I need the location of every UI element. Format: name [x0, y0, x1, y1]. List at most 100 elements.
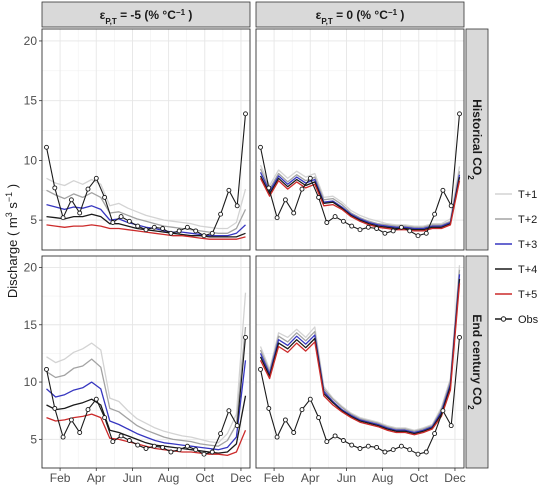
obs-point	[85, 186, 91, 192]
obs-point	[143, 446, 149, 451]
obs-point	[274, 434, 280, 440]
x-tick-label: Dec	[230, 471, 251, 485]
panel-background	[42, 29, 250, 250]
obs-point	[374, 444, 380, 450]
column-strip-label-1: εP,T = -5 (% °C−1 )	[100, 8, 193, 26]
y-tick-label: 20	[24, 260, 38, 274]
obs-point	[448, 203, 454, 209]
column-strip-2	[255, 1, 465, 28]
obs-point	[432, 431, 438, 437]
obs-point	[60, 215, 66, 221]
panel-border	[255, 255, 465, 469]
obs-point	[316, 415, 322, 421]
obs-point	[266, 185, 272, 191]
legend-item-tplus2: T+2	[495, 214, 537, 226]
obs-point	[218, 211, 224, 217]
legend: T+1 T+2 T+3 T+4 T+5 Obs	[495, 189, 539, 326]
legend-item-tplus1: T+1	[495, 189, 537, 201]
obs-point	[457, 334, 462, 340]
row-strip-label-1: Historical CO2	[467, 99, 485, 180]
series-line-tplus2	[259, 168, 461, 228]
obs-point	[44, 144, 49, 150]
legend-item-tplus3: T+3	[495, 239, 537, 251]
legend-label: T+1	[518, 189, 537, 201]
obs-point	[126, 438, 132, 443]
y-tick-label: 5	[30, 213, 37, 227]
panel-2	[255, 28, 465, 251]
obs-point	[374, 226, 380, 231]
row-strip-2	[465, 255, 489, 469]
x-tick-label: Aug	[158, 471, 179, 485]
obs-point	[423, 230, 429, 236]
legend-item-obs: Obs	[495, 314, 539, 326]
obs-point	[226, 408, 232, 414]
obs-point	[93, 175, 99, 181]
obs-point	[332, 214, 338, 220]
obs-point	[243, 111, 248, 117]
obs-point	[184, 224, 190, 230]
obs-point	[415, 451, 421, 457]
obs-point	[209, 230, 215, 236]
obs-point	[324, 220, 330, 225]
panel-background	[256, 256, 464, 468]
obs-point	[201, 451, 207, 457]
y-axis-label: Discharge ( m3 s−1 )	[4, 184, 20, 298]
series-line-tplus3	[46, 360, 247, 451]
obs-point	[365, 443, 371, 449]
obs-point	[382, 230, 388, 236]
obs-point	[52, 185, 58, 191]
legend-marker	[500, 316, 507, 322]
x-tick-label: Feb	[264, 471, 285, 485]
row-strip-1	[465, 28, 489, 251]
obs-point	[243, 334, 248, 340]
obs-point	[407, 447, 413, 453]
obs-point	[93, 396, 99, 402]
y-tick-label: 10	[24, 375, 38, 389]
series-line-tplus4	[259, 175, 461, 231]
legend-label: T+2	[518, 214, 537, 226]
obs-point	[193, 447, 199, 453]
series-line-tplus1	[46, 292, 247, 444]
legend-label: Obs	[518, 314, 539, 326]
obs-point	[126, 218, 132, 224]
obs-point	[316, 194, 322, 200]
row-strip-label-2: End century CO2	[467, 314, 485, 410]
obs-point	[110, 220, 116, 225]
series-line-tplus5	[259, 283, 461, 436]
panel-4	[255, 255, 465, 469]
legend-label: T+3	[518, 239, 537, 251]
obs-point	[349, 442, 355, 448]
obs-point	[77, 210, 83, 216]
x-tick-label: Dec	[444, 471, 465, 485]
obs-point	[357, 446, 363, 451]
obs-point	[201, 233, 207, 239]
obs-point	[209, 449, 215, 455]
obs-point	[282, 417, 288, 423]
series-line-tplus4	[259, 278, 461, 435]
obs-point	[68, 417, 74, 423]
panel-border	[41, 28, 251, 251]
obs-point	[52, 405, 58, 411]
obs-point	[193, 228, 199, 234]
series-line-tplus1	[259, 265, 461, 431]
series-line-tplus3	[259, 172, 461, 230]
x-tick-label: Jun	[337, 471, 356, 485]
obs-point	[448, 423, 454, 429]
panel-border	[41, 255, 251, 469]
obs-point	[382, 449, 388, 455]
panel-background	[42, 256, 250, 468]
obs-point	[398, 224, 404, 230]
obs-point	[160, 444, 166, 450]
y-tick-label: 15	[24, 318, 38, 332]
x-tick-label: Aug	[372, 471, 393, 485]
obs-point	[307, 175, 313, 181]
obs-point	[168, 230, 174, 236]
obs-point	[299, 186, 305, 192]
obs-point	[349, 223, 355, 229]
obs-point	[176, 447, 182, 453]
series-line-tplus2	[46, 326, 247, 447]
y-tick-label: 10	[24, 153, 38, 167]
obs-point	[77, 430, 83, 435]
x-tick-label: Feb	[50, 471, 71, 485]
